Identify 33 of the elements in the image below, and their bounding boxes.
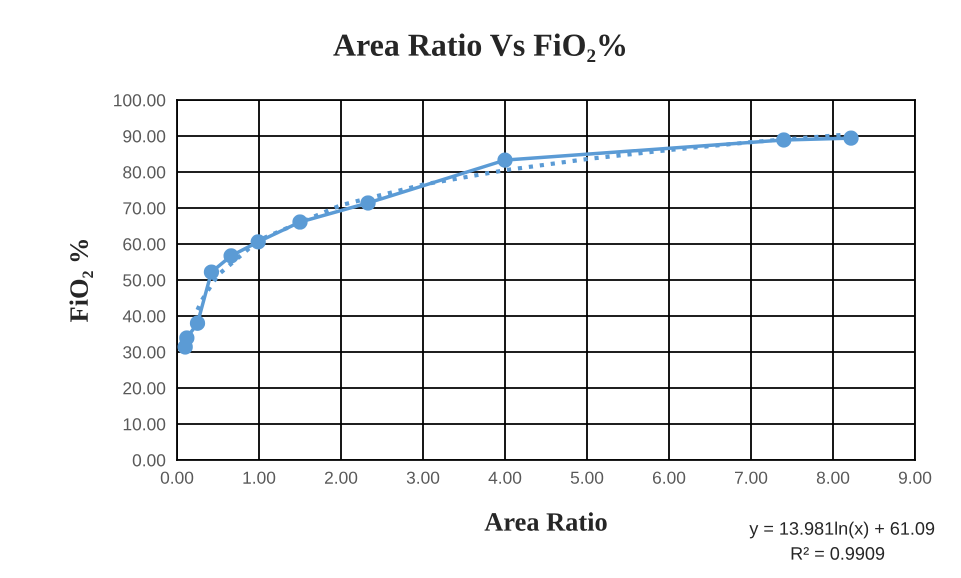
x-tick-label: 7.00 — [734, 472, 768, 484]
x-axis-title: Area Ratio — [484, 512, 607, 531]
x-tick-label: 3.00 — [406, 472, 440, 484]
x-tick-label: 5.00 — [570, 472, 604, 484]
point — [497, 152, 513, 168]
x-tick-label: 2.00 — [324, 472, 358, 484]
x-tick-label: 8.00 — [816, 472, 850, 484]
point — [190, 316, 206, 331]
chart-title: Area Ratio Vs FiO₂% — [333, 34, 626, 62]
point — [776, 132, 792, 148]
y-tick-label: 10.00 — [124, 418, 166, 430]
y-tick-label: 50.00 — [123, 274, 166, 286]
x-tick-label: 1.00 — [243, 472, 276, 484]
x-tick-label: 6.00 — [652, 472, 686, 484]
y-tick-label: 30.00 — [123, 346, 166, 358]
y-tick-label: 0.00 — [132, 454, 166, 466]
y-tick-label: 100.00 — [114, 94, 166, 106]
y-tick-label: 90.00 — [123, 130, 166, 142]
y-tick-label: 40.00 — [122, 310, 166, 322]
point — [843, 130, 859, 146]
y-tick-label: 60.00 — [123, 238, 166, 250]
text: y = 13.981ln(x) + 61.09 — [749, 522, 934, 538]
y-axis-title: FiO₂ % — [69, 240, 93, 322]
x-tick-label: 0.00 — [160, 472, 194, 484]
point — [360, 195, 376, 211]
text: R² = 0.9909 — [792, 547, 884, 560]
y-tick-label: 20.00 — [123, 382, 166, 394]
x-tick-label: 4.00 — [488, 472, 522, 484]
x-tick-label: 9.00 — [898, 472, 932, 484]
point — [223, 248, 239, 264]
y-tick-label: 80.00 — [123, 166, 166, 178]
y-tick-label: 70.00 — [123, 202, 166, 214]
point — [204, 264, 220, 280]
